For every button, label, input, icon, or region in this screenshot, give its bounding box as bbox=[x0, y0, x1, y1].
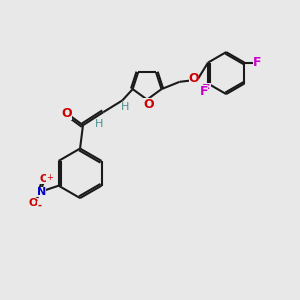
Text: F: F bbox=[200, 85, 208, 98]
Text: F: F bbox=[202, 83, 211, 97]
Text: H: H bbox=[121, 102, 129, 112]
Text: O: O bbox=[189, 72, 200, 86]
Text: N: N bbox=[37, 187, 46, 196]
Text: O: O bbox=[39, 174, 49, 184]
Text: -: - bbox=[38, 201, 41, 211]
Text: F: F bbox=[253, 56, 262, 69]
Text: O: O bbox=[143, 98, 154, 111]
Text: O: O bbox=[61, 107, 72, 120]
Text: H: H bbox=[95, 119, 103, 129]
Text: +: + bbox=[46, 173, 53, 182]
Text: O: O bbox=[28, 198, 38, 208]
